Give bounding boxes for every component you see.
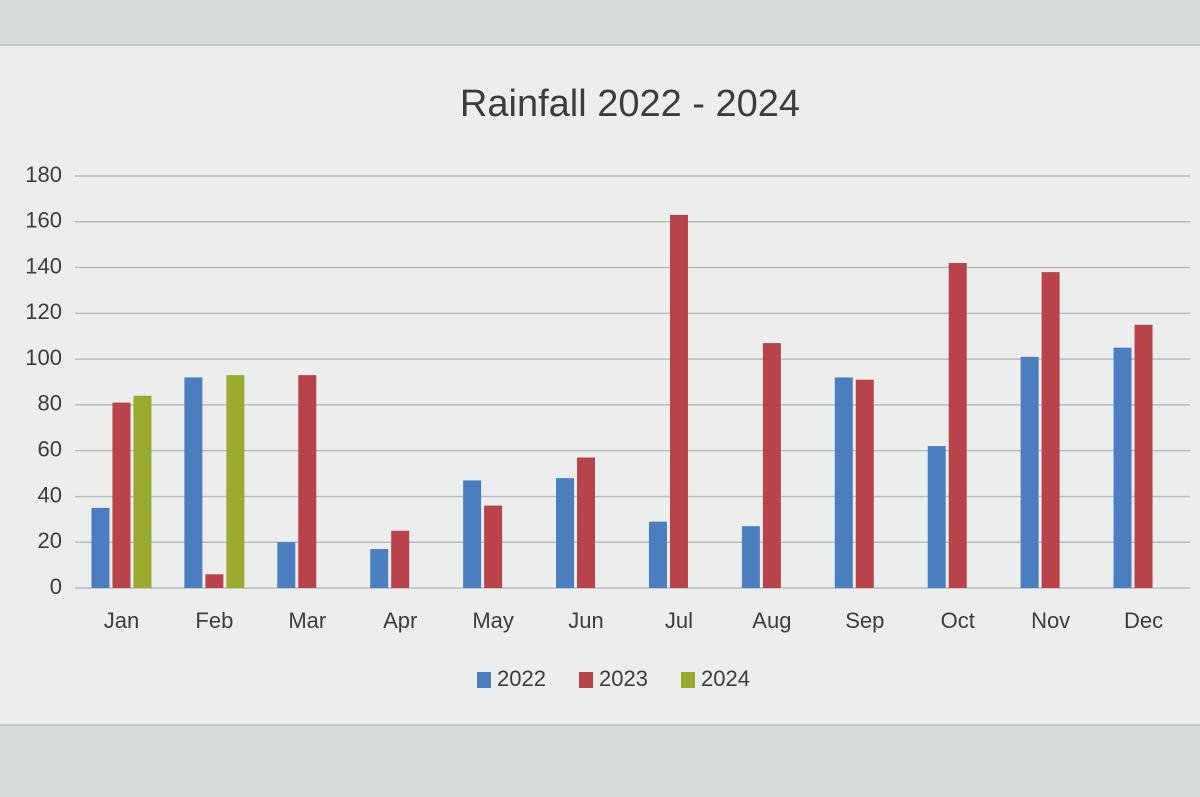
x-tick-label: Apr: [383, 608, 417, 633]
y-tick-label: 100: [25, 345, 62, 370]
bar: [184, 377, 203, 588]
bar: [1134, 324, 1153, 588]
legend-label: 2024: [701, 666, 750, 691]
bar: [927, 446, 946, 588]
bar: [1113, 347, 1132, 588]
legend-label: 2023: [599, 666, 648, 691]
bar: [391, 530, 410, 588]
x-tick-label: Oct: [941, 608, 975, 633]
legend-label: 2022: [497, 666, 546, 691]
bar: [1041, 272, 1060, 588]
bar: [762, 343, 781, 588]
y-tick-label: 0: [50, 574, 62, 599]
bar: [669, 214, 688, 588]
x-tick-label: Feb: [195, 608, 233, 633]
bar: [1020, 356, 1039, 588]
bar: [298, 375, 317, 588]
x-tick-label: Dec: [1124, 608, 1163, 633]
bar: [948, 262, 967, 588]
bar: [741, 526, 760, 588]
x-tick-label: May: [472, 608, 514, 633]
bar: [91, 507, 110, 588]
bar: [112, 402, 131, 588]
bar: [577, 457, 596, 588]
legend-swatch: [681, 672, 695, 688]
bar: [277, 542, 296, 588]
y-tick-label: 180: [25, 162, 62, 187]
x-tick-label: Jun: [568, 608, 603, 633]
x-tick-label: Aug: [752, 608, 791, 633]
chart-title: Rainfall 2022 - 2024: [460, 83, 800, 125]
bar: [463, 480, 482, 588]
bar: [556, 478, 575, 588]
bar: [370, 549, 389, 588]
y-tick-label: 20: [38, 528, 62, 553]
bar: [834, 377, 853, 588]
bar: [484, 505, 503, 588]
y-tick-label: 160: [25, 208, 62, 233]
y-tick-label: 80: [38, 391, 62, 416]
y-tick-label: 60: [38, 436, 62, 461]
x-tick-label: Jan: [104, 608, 139, 633]
x-tick-label: Jul: [665, 608, 693, 633]
y-tick-label: 120: [25, 299, 62, 324]
bar: [226, 375, 245, 588]
bar: [205, 574, 224, 588]
legend-swatch: [477, 672, 491, 688]
bar: [855, 379, 874, 588]
bar: [648, 521, 667, 588]
bar: [133, 395, 152, 588]
y-tick-label: 40: [38, 482, 62, 507]
y-tick-label: 140: [25, 253, 62, 278]
x-tick-label: Sep: [845, 608, 884, 633]
legend-swatch: [579, 672, 593, 688]
x-tick-label: Mar: [288, 608, 326, 633]
x-tick-label: Nov: [1031, 608, 1070, 633]
